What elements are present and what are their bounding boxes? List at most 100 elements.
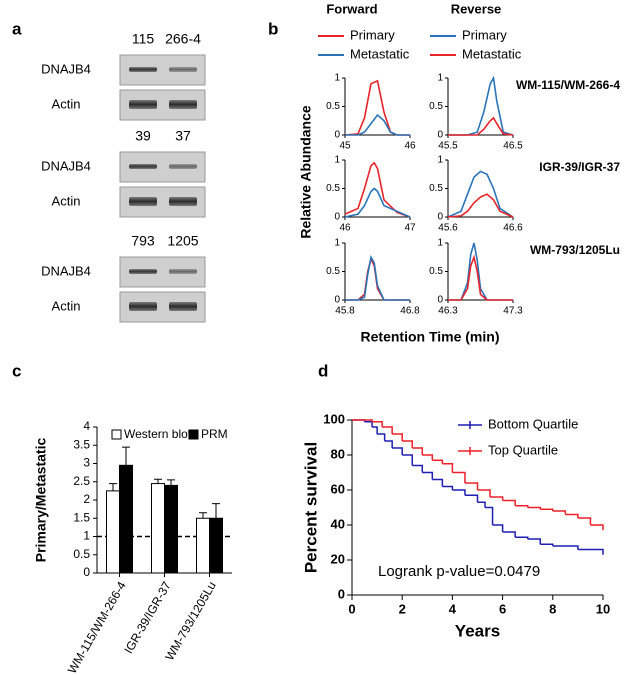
y-tick-label: 0.5	[326, 101, 340, 112]
x-tick-label: 46	[339, 223, 351, 234]
y-tick-label: 0.5	[429, 183, 443, 194]
survival-step	[422, 471, 434, 480]
bar	[119, 464, 133, 574]
legend-label: Top Quartile	[488, 442, 558, 457]
chromatogram-line	[448, 254, 513, 301]
error-bar	[212, 503, 220, 519]
error-bar	[109, 483, 117, 491]
survival-step	[540, 543, 554, 546]
x-tick-label: 45.5	[438, 141, 458, 152]
y-axis-label: Relative Abundance	[298, 105, 314, 239]
panel-label: c	[12, 361, 21, 380]
x-tick-label: 46	[404, 141, 416, 152]
y-tick-label: 0	[437, 212, 443, 223]
chromatogram-line	[344, 161, 411, 218]
legend-label: Metastatic	[462, 46, 522, 61]
survival-step	[412, 464, 424, 473]
survival-step	[477, 501, 486, 508]
x-tick-label: 6	[499, 601, 506, 616]
y-tick-label: 0	[334, 130, 340, 141]
blot-row-label: DNAJB4	[41, 61, 91, 76]
survival-step	[485, 506, 494, 525]
survival-step	[372, 426, 378, 434]
blot-band	[169, 100, 197, 109]
survival-step	[464, 482, 479, 490]
survival-step	[565, 513, 579, 518]
y-tick-label: 1	[437, 73, 443, 84]
bar	[164, 484, 178, 574]
bar	[151, 483, 165, 574]
survival-step	[392, 447, 403, 455]
survival-step	[442, 463, 454, 473]
y-tick-label: 1	[334, 73, 340, 84]
survival-step	[364, 421, 373, 427]
chromatogram-line	[345, 254, 410, 301]
x-tick-label: 45	[339, 141, 351, 152]
x-axis-label: Years	[455, 621, 500, 640]
blot-band	[169, 67, 197, 72]
y-tick-label: 1	[334, 238, 340, 249]
lane-label: 39	[135, 128, 151, 144]
chart-title: IGR-39/IGR-37	[539, 160, 620, 174]
survival-step	[490, 496, 504, 501]
lane-label: 37	[175, 128, 191, 144]
y-axis-label: Percent survival	[301, 442, 320, 573]
error-bar	[154, 478, 162, 484]
x-tick-label: 47	[404, 223, 416, 234]
survival-step	[492, 524, 504, 532]
y-tick-label: 1	[437, 155, 443, 166]
survival-step	[452, 471, 466, 483]
survival-step	[377, 433, 386, 441]
y-tick-label: 0	[83, 565, 90, 579]
x-tick-label: 10	[596, 601, 610, 616]
survival-step	[442, 485, 454, 490]
panel-label: a	[12, 19, 22, 38]
survival-step	[384, 440, 393, 448]
y-tick-label: 0.5	[429, 101, 443, 112]
survival-step	[392, 433, 403, 441]
survival-step	[464, 494, 479, 503]
survival-step	[577, 517, 592, 525]
blot-band	[129, 269, 157, 274]
survival-step	[402, 440, 413, 448]
chromatogram-line	[345, 113, 410, 136]
legend-label: Primary	[462, 27, 507, 42]
survival-step	[412, 447, 424, 455]
y-tick-label: 0.5	[429, 266, 443, 277]
x-tick-label: 8	[549, 601, 556, 616]
lane-label: 793	[131, 233, 155, 249]
blot-row-label: Actin	[52, 96, 81, 111]
legend-label: Bottom Quartile	[488, 416, 578, 431]
y-tick-label: 0	[334, 212, 340, 223]
survival-step	[502, 499, 516, 506]
blot-row-label: DNAJB4	[41, 263, 91, 278]
survival-step	[422, 454, 434, 461]
y-tick-label: 20	[331, 551, 345, 566]
y-tick-label: 3	[83, 456, 90, 470]
survival-step	[477, 489, 491, 497]
chromatogram-line	[447, 193, 514, 218]
column-title: Forward	[326, 1, 377, 16]
x-tick-label: 2	[399, 601, 406, 616]
survival-step	[432, 478, 444, 487]
bar	[209, 517, 223, 574]
survival-step	[452, 489, 466, 496]
x-tick-label: 46.6	[503, 223, 523, 234]
panel-label: b	[268, 19, 278, 38]
x-axis-label: Retention Time (min)	[361, 329, 500, 345]
y-tick-label: 40	[331, 516, 345, 531]
annotation: Logrank p-value=0.0479	[378, 563, 540, 580]
bar	[106, 490, 120, 574]
y-tick-label: 2.5	[73, 474, 90, 488]
y-tick-label: 0.5	[326, 266, 340, 277]
blot-band	[129, 302, 157, 311]
survival-step	[590, 524, 604, 531]
blot-band	[169, 269, 197, 274]
y-axis-label: Primary/Metastatic	[33, 438, 49, 563]
survival-step	[432, 459, 444, 464]
blot-band	[129, 100, 157, 109]
survival-step	[502, 531, 516, 538]
y-tick-label: 0	[334, 295, 340, 306]
y-tick-label: 0	[437, 130, 443, 141]
